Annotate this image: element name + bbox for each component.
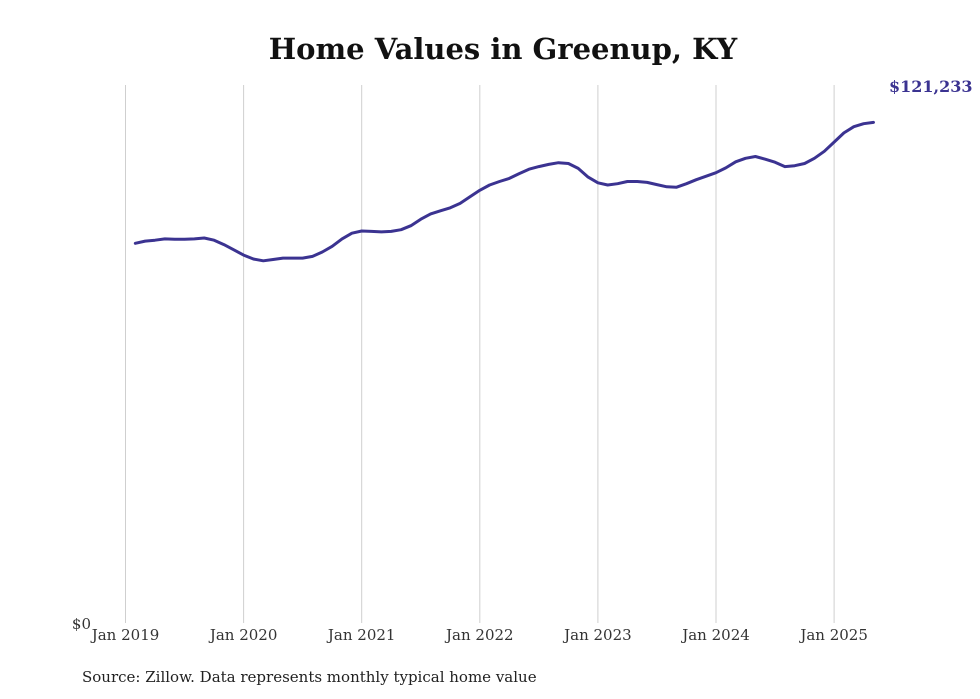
x-tick-label-2021-01: Jan 2021 <box>326 626 396 644</box>
x-tick-label-2019-01: Jan 2019 <box>90 626 160 644</box>
y-tick-labels: $0 <box>72 615 91 633</box>
home-value-line <box>133 120 875 263</box>
source-note: Source: Zillow. Data represents monthly … <box>82 668 537 686</box>
x-tick-label-2024-01: Jan 2024 <box>680 626 750 644</box>
x-tick-labels: Jan 2019 Jan 2020 Jan 2021 Jan 2022 Jan 2023… <box>90 626 868 644</box>
x-tick-label-2023-01: Jan 2023 <box>562 626 632 644</box>
y-tick-label: $0 <box>72 615 91 633</box>
x-gridlines <box>125 85 835 623</box>
latest-value-label: $121,233 <box>889 77 973 96</box>
x-tick-label-2020-01: Jan 2020 <box>208 626 278 644</box>
x-tick-label-2025-01: Jan 2025 <box>798 626 868 644</box>
x-tick-label-2022-01: Jan 2022 <box>444 626 514 644</box>
chart-title: Home Values in Greenup, KY <box>269 32 738 66</box>
